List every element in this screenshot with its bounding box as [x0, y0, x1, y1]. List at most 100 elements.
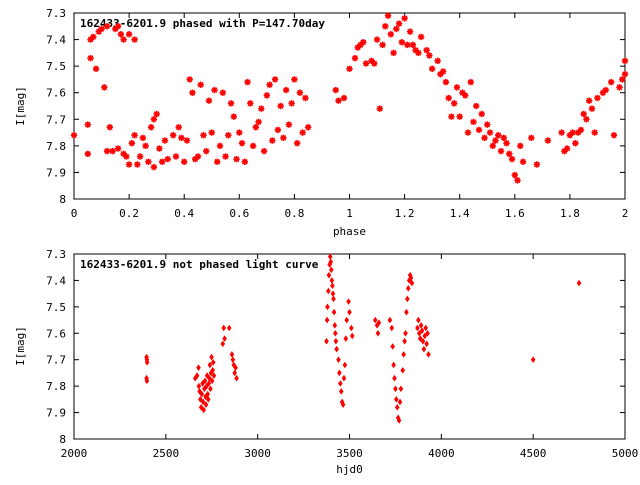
data-point	[329, 266, 334, 274]
data-point	[207, 374, 212, 382]
data-point	[247, 100, 254, 107]
data-point	[376, 319, 382, 327]
data-point	[340, 94, 348, 102]
data-point	[392, 374, 397, 382]
data-point	[164, 155, 171, 163]
data-point	[572, 140, 579, 147]
data-point	[106, 124, 114, 131]
data-point	[415, 49, 422, 57]
data-point	[269, 137, 276, 144]
data-point	[260, 147, 268, 155]
data-point	[426, 351, 431, 358]
data-point	[330, 290, 336, 297]
data-point	[117, 31, 125, 38]
data-point	[208, 385, 213, 393]
data-point	[464, 129, 472, 136]
data-point	[390, 343, 395, 350]
y-tick-label: 7.5	[46, 301, 66, 314]
data-point	[442, 78, 450, 86]
data-point	[580, 110, 587, 118]
y-tick-label: 8	[59, 193, 66, 206]
data-point	[616, 84, 623, 91]
data-point	[205, 97, 213, 104]
data-point	[417, 335, 423, 342]
data-point	[514, 177, 521, 184]
data-point	[423, 324, 429, 332]
data-point	[196, 382, 202, 390]
data-point	[434, 57, 441, 65]
data-point	[285, 121, 293, 128]
data-point	[462, 92, 469, 99]
data-point	[621, 70, 629, 78]
data-point	[328, 258, 334, 266]
data-point	[211, 86, 218, 94]
data-point	[349, 324, 354, 332]
data-point	[591, 129, 598, 136]
unphased-light-curve-panel: 2000 2500 3000 3500 4000 4500 5000 7.3 7.4 7.5 7.6…	[14, 248, 638, 476]
data-point	[376, 105, 384, 112]
data-point	[134, 161, 141, 168]
data-point	[533, 161, 541, 168]
data-point	[576, 279, 582, 287]
x-tick-label: 4500	[520, 447, 547, 460]
y-tick-label: 7.4	[46, 34, 66, 47]
y-tick-label: 7.6	[46, 327, 66, 340]
x-tick-label: 5000	[612, 447, 639, 460]
data-point	[98, 25, 105, 33]
data-point	[189, 89, 196, 96]
data-point	[194, 372, 200, 379]
data-point	[210, 359, 216, 366]
data-point	[338, 388, 344, 395]
data-point	[337, 369, 342, 377]
data-point	[394, 403, 400, 411]
data-point	[226, 324, 232, 332]
data-point	[346, 298, 351, 305]
y-tick-label: 7.9	[46, 407, 66, 420]
data-point	[404, 41, 411, 49]
data-point	[208, 129, 215, 136]
data-point	[216, 142, 224, 150]
data-point	[178, 134, 185, 142]
data-point	[249, 142, 257, 150]
plot-title: 162433-6201.9 not phased light curve	[80, 258, 319, 271]
data-point	[109, 147, 116, 155]
data-point	[416, 316, 421, 324]
data-point	[271, 76, 279, 83]
data-point	[405, 285, 411, 292]
data-point	[621, 57, 629, 65]
data-point	[473, 102, 480, 110]
data-point	[508, 155, 516, 163]
data-point	[161, 137, 169, 144]
data-point	[450, 100, 458, 107]
data-point	[558, 129, 565, 136]
data-point	[530, 356, 536, 364]
data-point	[481, 134, 488, 142]
data-point	[394, 396, 399, 403]
data-point	[360, 39, 367, 46]
data-point	[389, 324, 395, 332]
data-point	[125, 31, 133, 38]
data-point	[418, 322, 424, 329]
data-point	[408, 274, 414, 282]
data-point	[336, 356, 341, 364]
data-point	[197, 81, 204, 88]
data-point	[274, 126, 282, 134]
data-point	[506, 150, 513, 158]
data-point	[291, 76, 298, 83]
data-point	[373, 36, 381, 43]
data-point	[186, 76, 193, 83]
data-point	[150, 116, 158, 123]
data-point	[205, 396, 211, 403]
data-point	[153, 110, 160, 118]
data-point	[492, 137, 499, 144]
data-point	[236, 129, 243, 136]
data-point	[233, 364, 238, 371]
x-tick-label: 0.4	[174, 207, 194, 220]
y-tick-label: 7.8	[46, 380, 66, 393]
data-point	[277, 102, 284, 110]
data-point	[406, 28, 414, 35]
data-point	[372, 316, 378, 324]
data-point	[220, 340, 226, 348]
data-point	[327, 253, 333, 260]
data-point	[403, 329, 408, 337]
